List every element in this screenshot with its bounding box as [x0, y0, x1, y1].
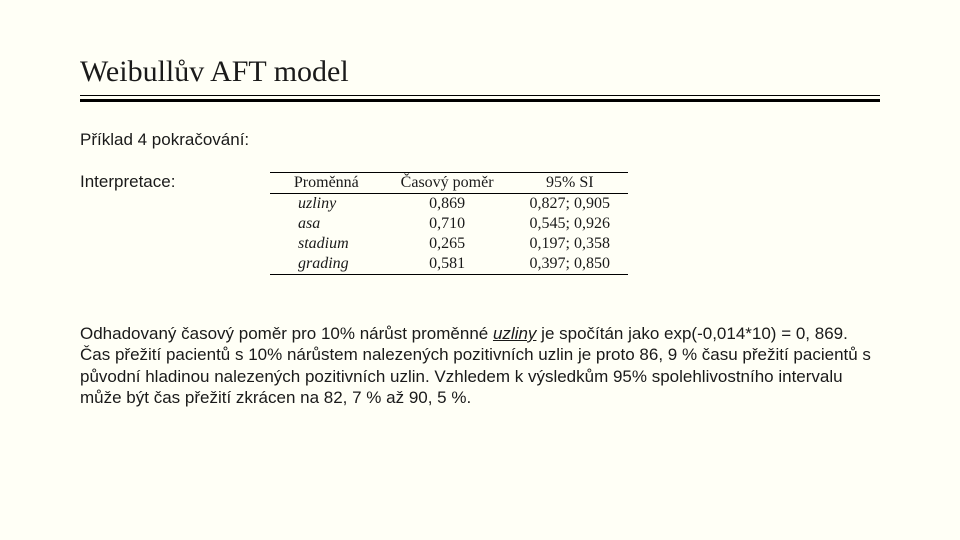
body-text-italic: uzliny: [493, 324, 536, 343]
col-header-variable: Proměnná: [270, 173, 383, 194]
cell-variable: uzliny: [270, 194, 383, 215]
cell-ci: 0,827; 0,905: [512, 194, 628, 215]
cell-ratio: 0,265: [383, 234, 512, 254]
cell-ci: 0,197; 0,358: [512, 234, 628, 254]
cell-variable: grading: [270, 254, 383, 275]
table-row: grading 0,581 0,397; 0,850: [270, 254, 628, 275]
interpretation-row: Interpretace: Proměnná Časový poměr 95% …: [80, 172, 880, 275]
cell-ratio: 0,869: [383, 194, 512, 215]
table-row: asa 0,710 0,545; 0,926: [270, 214, 628, 234]
slide-title: Weibullův AFT model: [80, 55, 880, 89]
interpretation-label: Interpretace:: [80, 172, 270, 192]
body-text-part: Odhadovaný časový poměr pro 10% nárůst p…: [80, 324, 493, 343]
example-subtitle: Příklad 4 pokračování:: [80, 130, 880, 150]
cell-ci: 0,545; 0,926: [512, 214, 628, 234]
table-row: uzliny 0,869 0,827; 0,905: [270, 194, 628, 215]
cell-ratio: 0,581: [383, 254, 512, 275]
cell-variable: asa: [270, 214, 383, 234]
title-divider: [80, 95, 880, 102]
cell-variable: stadium: [270, 234, 383, 254]
cell-ci: 0,397; 0,850: [512, 254, 628, 275]
col-header-ci: 95% SI: [512, 173, 628, 194]
cell-ratio: 0,710: [383, 214, 512, 234]
results-table: Proměnná Časový poměr 95% SI uzliny 0,86…: [270, 172, 628, 275]
col-header-ratio: Časový poměr: [383, 173, 512, 194]
results-table-wrap: Proměnná Časový poměr 95% SI uzliny 0,86…: [270, 172, 628, 275]
body-paragraph: Odhadovaný časový poměr pro 10% nárůst p…: [80, 323, 880, 408]
table-row: stadium 0,265 0,197; 0,358: [270, 234, 628, 254]
